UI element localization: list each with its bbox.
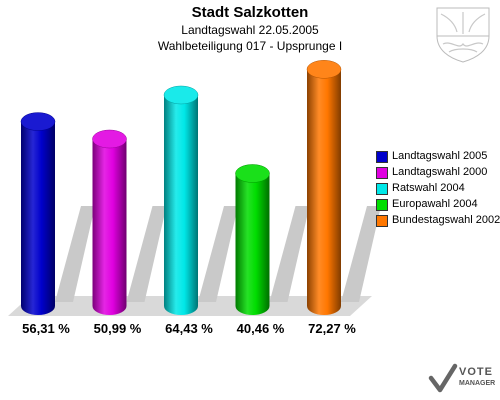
bar-top-1 xyxy=(20,112,56,131)
bar-1 xyxy=(21,121,55,315)
bar-shadow xyxy=(126,206,167,302)
chart-title: Stadt Salzkotten xyxy=(191,4,309,21)
legend-swatch xyxy=(376,167,388,179)
value-label-1: 56,31 % xyxy=(22,321,70,336)
bar-3 xyxy=(164,94,198,315)
bar-shadow xyxy=(198,206,238,302)
value-label-3: 64,43 % xyxy=(165,321,213,336)
value-labels: 56,31 % 50,99 % 64,43 % 40,46 % 72,27 % xyxy=(22,321,356,336)
legend-label: Landtagswahl 2005 xyxy=(392,150,488,162)
bar-shadows xyxy=(55,206,381,302)
bar-2 xyxy=(92,139,127,315)
legend-label: Landtagswahl 2000 xyxy=(392,166,488,178)
vote-manager-logo: VOTE MANAGER xyxy=(428,362,498,398)
bar-top-4 xyxy=(235,164,270,183)
legend-swatch xyxy=(376,199,388,211)
bar-shadow xyxy=(341,206,381,302)
bars xyxy=(20,60,342,315)
vote-manager-logo-icon xyxy=(428,363,458,393)
value-label-4: 40,46 % xyxy=(237,321,285,336)
legend-swatch xyxy=(376,183,388,195)
bar-top-2 xyxy=(92,129,127,149)
crest-icon xyxy=(436,7,490,63)
value-label-2: 50,99 % xyxy=(94,321,142,336)
bar-shadow xyxy=(55,206,95,302)
bar-top-5 xyxy=(306,60,342,79)
value-label-5: 72,27 % xyxy=(308,321,356,336)
chart-subtitle-line-2: Wahlbeteiligung 017 - Upsprunge I xyxy=(157,39,343,53)
legend-label: Ratswahl 2004 xyxy=(392,182,465,194)
bar-shadow xyxy=(269,206,310,302)
bar-top-3 xyxy=(163,85,199,105)
logo-text-vote: VOTE xyxy=(459,366,493,378)
legend-swatch xyxy=(376,151,388,163)
logo-text-manager: MANAGER xyxy=(459,380,496,387)
legend-label: Bundestagswahl 2002 xyxy=(392,214,500,226)
legend-label: Europawahl 2004 xyxy=(392,198,478,210)
legend-swatch xyxy=(376,215,388,227)
chart-subtitle-line-1: Landtagswahl 22.05.2005 xyxy=(181,23,319,37)
bar-5 xyxy=(307,69,341,315)
bar-4 xyxy=(235,173,270,315)
